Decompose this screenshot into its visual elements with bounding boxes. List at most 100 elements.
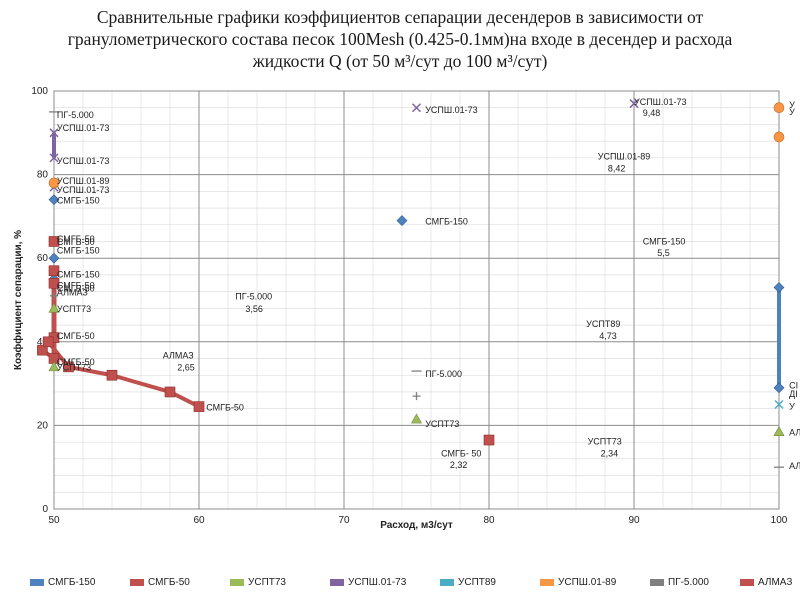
data-label: 8,42 bbox=[608, 163, 626, 173]
data-label: УСПШ.01-73 bbox=[425, 105, 477, 115]
chart-title: Сравнительные графики коэффициентов сепа… bbox=[0, 6, 800, 72]
legend-item: СМГБ-50 bbox=[130, 577, 190, 588]
minor-gridlines bbox=[54, 91, 779, 509]
series-7-marker bbox=[50, 291, 58, 300]
legend-item: АЛМАЗ bbox=[740, 577, 792, 588]
series-1-marker bbox=[48, 236, 60, 247]
data-label: СМГБ-150 bbox=[57, 246, 100, 256]
data-label: СМГБ-150 bbox=[425, 216, 468, 226]
data-label: СМГБ-50 bbox=[57, 237, 95, 247]
series-1-marker bbox=[37, 344, 48, 356]
data-label: У bbox=[789, 100, 795, 110]
x-axis-label: Расход, м3/сут bbox=[380, 520, 453, 531]
series-7-marker bbox=[412, 392, 421, 401]
legend-item: СМГБ-150 bbox=[30, 577, 95, 588]
data-label: СМГБ-50 bbox=[57, 357, 95, 367]
legend-marker-icon bbox=[446, 579, 452, 586]
data-label: УСПТ73 bbox=[57, 304, 91, 314]
data-label: УСПТ73 bbox=[57, 363, 91, 373]
data-label: ПГ-5.000 bbox=[57, 110, 94, 120]
legend-label: СМГБ-150 bbox=[48, 577, 96, 588]
data-label: УСПТ73 bbox=[425, 419, 459, 429]
chart-legend: СМГБ-150 СМГБ-50 УСПТ73 УСПШ.01-73 УСПТ89 УСП… bbox=[30, 577, 800, 593]
data-label: СМГБ-50 bbox=[57, 331, 95, 341]
data-label: УСПШ.01-73 bbox=[634, 97, 686, 107]
series-2-marker bbox=[410, 413, 423, 424]
series-3-marker bbox=[49, 153, 59, 163]
data-label: ПГ-5.000 bbox=[425, 369, 462, 379]
data-label: УСПШ.01-73 bbox=[57, 185, 109, 195]
series-1-marker bbox=[106, 369, 118, 381]
data-label: УСПТ89 bbox=[586, 319, 620, 329]
legend-marker-icon bbox=[746, 579, 752, 586]
legend-label: УСПШ.01-89 bbox=[558, 577, 617, 588]
data-label: УСПШ.01-73 bbox=[57, 123, 109, 133]
series-2-marker bbox=[48, 361, 60, 372]
data-label: СМГБ-150 bbox=[57, 270, 100, 280]
series-3-marker bbox=[49, 128, 59, 138]
series-3-marker bbox=[411, 103, 422, 113]
series-1-marker bbox=[48, 265, 60, 277]
y-axis-label: Коэффициент сепарации, % bbox=[12, 230, 24, 370]
data-label: 5,5 bbox=[657, 248, 670, 258]
series-2-marker bbox=[773, 426, 785, 436]
series-1-marker bbox=[483, 434, 495, 446]
title-line-2: гранулометрического состава песок 100Mes… bbox=[67, 29, 733, 49]
legend-marker-icon bbox=[36, 579, 42, 586]
data-label: АЛ bbox=[789, 428, 800, 438]
title-line-3: жидкости Q (от 50 м³/сут до 100 м³/сут) bbox=[252, 51, 548, 71]
series-1-marker bbox=[193, 401, 205, 412]
x-tick-label: 100 bbox=[771, 515, 788, 526]
x-tick-label: 70 bbox=[338, 515, 350, 526]
y-tick-label: 100 bbox=[31, 86, 48, 97]
series-0-marker bbox=[48, 194, 60, 206]
plot-area bbox=[53, 90, 780, 510]
legend-marker-icon bbox=[336, 579, 342, 586]
x-tick-label: 90 bbox=[628, 515, 640, 526]
series-0-marker bbox=[773, 382, 785, 394]
data-label: АЛ bbox=[789, 461, 800, 471]
data-label: СІ bbox=[789, 381, 798, 391]
data-label: УСПШ.01-73 bbox=[57, 156, 109, 166]
x-tick-label: 50 bbox=[48, 515, 60, 526]
legend-item: УСПШ.01-73 bbox=[330, 577, 406, 588]
data-label: СМГБ-50 bbox=[206, 402, 244, 412]
legend-label: СМГБ-50 bbox=[148, 577, 190, 588]
data-label: 9,48 bbox=[643, 108, 661, 118]
series-5-marker bbox=[48, 177, 60, 189]
title-line-1: Сравнительные графики коэффициентов сепа… bbox=[96, 7, 704, 27]
series-0-marker bbox=[48, 252, 60, 264]
data-label: АЛМАЗ bbox=[57, 287, 88, 297]
data-label: СМГБ-50 bbox=[57, 234, 95, 244]
data-label: 3,56 bbox=[245, 304, 263, 314]
data-label: У bbox=[789, 107, 795, 117]
legend-item: УСПТ89 bbox=[440, 577, 496, 588]
data-label: СМГБ-50 bbox=[57, 280, 95, 290]
data-label: СМГБ-50 bbox=[57, 283, 95, 293]
series-5-marker bbox=[773, 102, 785, 114]
data-label: ПГ-5.000 bbox=[235, 292, 272, 302]
y-tick-label: 0 bbox=[42, 504, 48, 515]
data-label: УСПШ.01-89 bbox=[598, 152, 650, 162]
legend-label: УСПТ73 bbox=[248, 577, 286, 588]
series-1-marker bbox=[63, 361, 74, 373]
series-1-marker bbox=[42, 336, 54, 348]
data-label: ДІ bbox=[789, 389, 798, 399]
legend-marker-icon bbox=[546, 579, 552, 586]
data-label: У bbox=[789, 402, 795, 412]
y-tick-label: 20 bbox=[37, 420, 49, 431]
data-label: 4,73 bbox=[599, 331, 617, 341]
legend-item: УСПТ73 bbox=[230, 577, 286, 588]
series-5-marker bbox=[773, 131, 785, 143]
legend-item: УСПШ.01-89 bbox=[540, 577, 616, 588]
legend-marker-icon bbox=[136, 579, 142, 586]
data-label: УСПТ73 bbox=[588, 436, 622, 446]
series-2-marker bbox=[48, 302, 60, 313]
data-label: 2,34 bbox=[601, 448, 619, 458]
data-label: СМГБ- 50 bbox=[441, 448, 481, 458]
x-tick-label: 60 bbox=[193, 515, 205, 526]
legend-label: УСПШ.01-73 bbox=[348, 577, 407, 588]
data-label: СМГБ-150 bbox=[57, 196, 100, 206]
legend-label: АЛМАЗ bbox=[758, 577, 793, 588]
